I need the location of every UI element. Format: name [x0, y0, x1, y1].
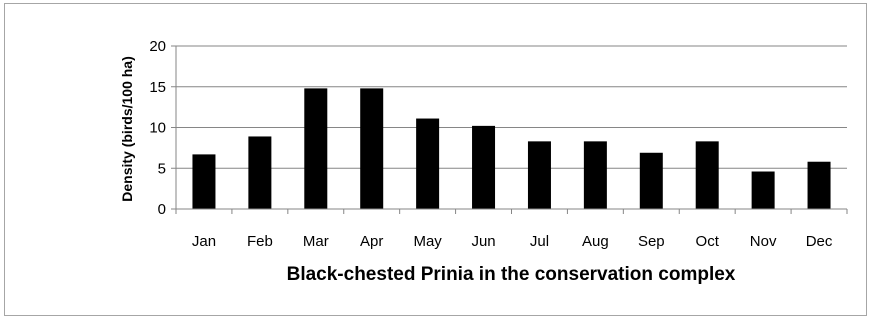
y-tick-label: 0 — [158, 201, 166, 218]
bars — [192, 88, 831, 209]
x-tick-labels: Jan Feb Mar Apr May Jun Jul Aug Sep Oct Nov Dec — [192, 233, 833, 250]
bar-sep — [639, 152, 663, 209]
x-tick-label: Jan — [192, 233, 216, 250]
y-axis-label: Density (birds/100 ha) — [119, 56, 135, 202]
x-tick-label: Jul — [530, 233, 549, 250]
bar-aug — [583, 141, 607, 209]
bar-jan — [192, 154, 216, 209]
x-tick-label: Sep — [638, 233, 665, 250]
bar-nov — [751, 171, 775, 209]
x-axis-label: Black-chested Prinia in the conservation… — [287, 264, 736, 285]
x-tick-label: Jun — [471, 233, 495, 250]
x-tick-label: Feb — [247, 233, 273, 250]
bar-jun — [472, 125, 496, 209]
bar-feb — [248, 136, 272, 209]
x-tick-label: Apr — [360, 233, 383, 250]
x-tick-label: Oct — [696, 233, 720, 250]
x-tick-label: May — [413, 233, 442, 250]
bar-apr — [360, 88, 384, 209]
bar-mar — [304, 88, 328, 209]
bar-jul — [527, 141, 551, 209]
x-tick-label: Mar — [303, 233, 329, 250]
y-tick-label: 5 — [158, 160, 166, 177]
bar-dec — [807, 161, 831, 209]
x-tick-label: Nov — [750, 233, 777, 250]
y-tick-labels: 0 5 10 15 20 — [149, 38, 166, 218]
x-tick-label: Aug — [582, 233, 609, 250]
y-tick-label: 15 — [149, 79, 166, 96]
x-tick-label: Dec — [806, 233, 833, 250]
y-tick-label: 20 — [149, 38, 166, 55]
axes — [171, 45, 848, 214]
gridlines — [176, 45, 847, 169]
bar-oct — [695, 141, 719, 209]
y-tick-label: 10 — [149, 120, 166, 137]
bar-may — [416, 118, 440, 209]
